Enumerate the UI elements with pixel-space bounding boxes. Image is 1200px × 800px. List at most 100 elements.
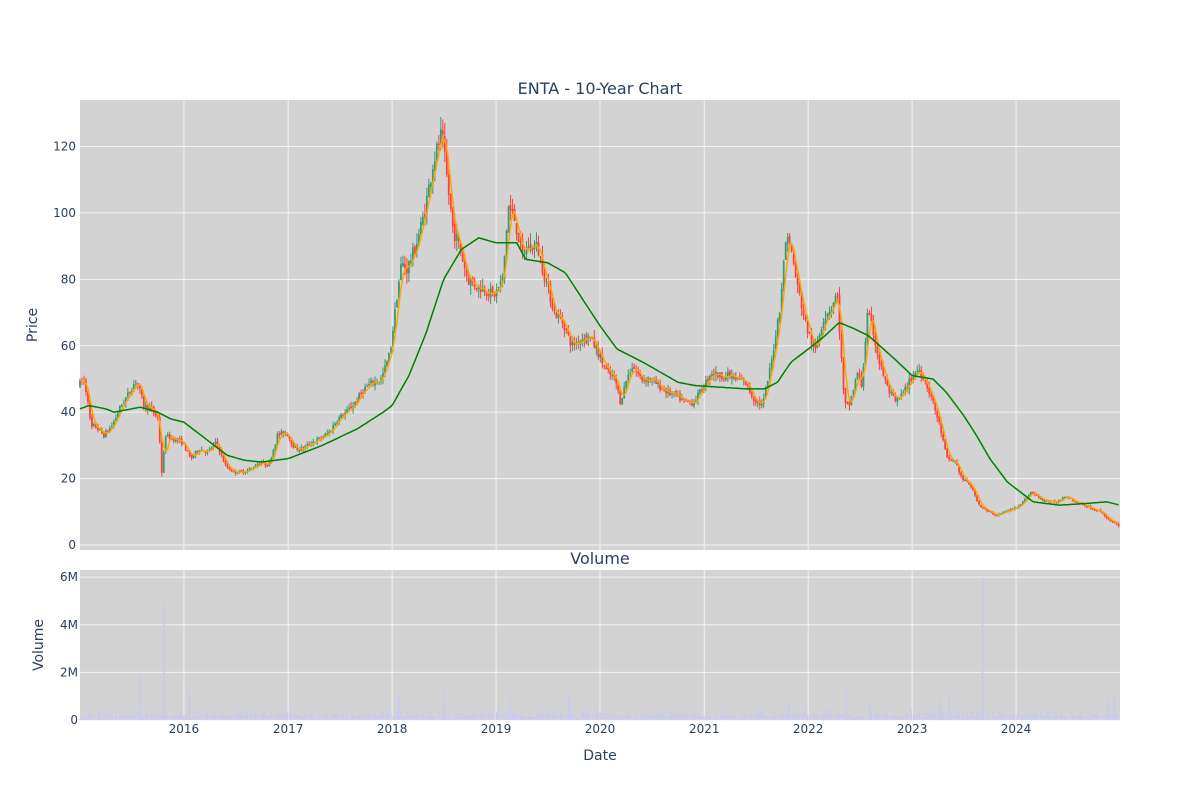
- volume-bar: [374, 711, 376, 720]
- volume-bar: [846, 717, 849, 720]
- candle: [99, 429, 101, 431]
- volume-bar: [685, 712, 687, 720]
- volume-bar: [605, 712, 607, 720]
- volume-bar: [763, 713, 765, 720]
- volume-bar: [994, 717, 996, 720]
- volume-bar: [159, 713, 161, 720]
- volume-y-tick-label: 4M: [60, 618, 78, 632]
- volume-bar: [336, 711, 338, 720]
- volume-bar: [483, 713, 486, 720]
- volume-bar: [408, 710, 410, 720]
- candle: [728, 369, 731, 380]
- volume-bar: [773, 710, 775, 720]
- volume-bar: [1012, 713, 1014, 720]
- candle: [872, 314, 875, 342]
- volume-bar: [1074, 716, 1076, 720]
- candle: [396, 298, 398, 308]
- volume-bar: [940, 712, 942, 720]
- volume-bar: [428, 715, 430, 720]
- volume-bar: [1080, 710, 1082, 720]
- volume-bar: [186, 717, 189, 720]
- volume-bar: [980, 717, 982, 720]
- volume-bar: [380, 711, 382, 720]
- volume-bar: [1103, 715, 1106, 720]
- candle: [697, 389, 699, 405]
- volume-bar: [438, 711, 440, 720]
- volume-bar: [89, 712, 91, 720]
- volume-bar: [715, 712, 717, 720]
- candle: [890, 389, 893, 396]
- candle: [687, 400, 689, 403]
- price-y-tick-label: 120: [53, 139, 76, 153]
- candle: [503, 255, 506, 284]
- candle: [360, 389, 362, 397]
- volume-bar: [475, 713, 478, 720]
- volume-bar: [470, 714, 472, 720]
- volume-bar: [561, 714, 564, 720]
- candle: [475, 287, 478, 292]
- volume-bar: [946, 717, 948, 720]
- candle: [976, 494, 978, 502]
- volume-bar: [450, 717, 452, 720]
- volume-bar: [121, 715, 123, 720]
- price-y-tick-label: 40: [61, 405, 76, 419]
- candle: [278, 431, 281, 440]
- candle: [814, 338, 817, 353]
- volume-bar: [485, 715, 488, 720]
- volume-bar: [178, 712, 181, 720]
- candle: [509, 194, 512, 221]
- volume-bar: [262, 711, 265, 720]
- volume-bar: [569, 710, 572, 720]
- volume-bar: [198, 717, 201, 720]
- volume-bar: [992, 711, 994, 720]
- volume-bar: [190, 717, 193, 720]
- volume-bar: [384, 716, 386, 720]
- volume-bar: [705, 716, 707, 720]
- candle: [908, 373, 911, 395]
- volume-bar: [448, 712, 450, 720]
- volume-bar: [828, 710, 831, 720]
- volume-bar: [717, 716, 719, 720]
- volume-bar: [316, 717, 318, 720]
- volume-bar: [410, 716, 412, 720]
- volume-bar: [111, 711, 113, 720]
- volume-bar: [344, 717, 346, 720]
- volume-bar: [820, 715, 823, 720]
- volume-bar: [338, 714, 340, 720]
- volume-bar: [117, 717, 119, 720]
- volume-bar: [131, 711, 133, 720]
- candle: [276, 431, 279, 447]
- volume-bar: [948, 695, 950, 720]
- volume-bar: [962, 713, 964, 720]
- volume-bar: [1042, 714, 1044, 720]
- candle: [481, 278, 484, 292]
- candle: [884, 375, 887, 385]
- volume-bar: [998, 711, 1000, 720]
- candle: [1029, 491, 1032, 496]
- candle: [192, 455, 195, 459]
- volume-bar: [595, 710, 597, 720]
- candle: [266, 464, 269, 468]
- volume-bar: [1089, 710, 1092, 720]
- volume-bar: [218, 714, 221, 720]
- volume-bar: [838, 713, 841, 720]
- volume-y-tick-labels: 0 2M 4M 6M: [60, 570, 78, 727]
- volume-bar: [434, 716, 436, 720]
- volume-bar: [1113, 696, 1115, 720]
- volume-bar: [575, 717, 578, 720]
- volume-bar: [753, 714, 755, 720]
- candle: [788, 233, 791, 246]
- candle: [451, 206, 454, 233]
- volume-bar: [976, 711, 978, 720]
- volume-bar: [460, 712, 462, 720]
- volume-bar: [1040, 710, 1042, 720]
- volume-bar: [834, 715, 837, 720]
- volume-bar: [346, 710, 348, 720]
- volume-bar: [743, 711, 745, 720]
- x-tick-label: 2023: [897, 722, 928, 736]
- volume-bar: [394, 716, 396, 720]
- candle: [840, 329, 843, 363]
- candle: [487, 288, 490, 302]
- volume-bar: [246, 711, 249, 720]
- volume-bar: [545, 710, 548, 720]
